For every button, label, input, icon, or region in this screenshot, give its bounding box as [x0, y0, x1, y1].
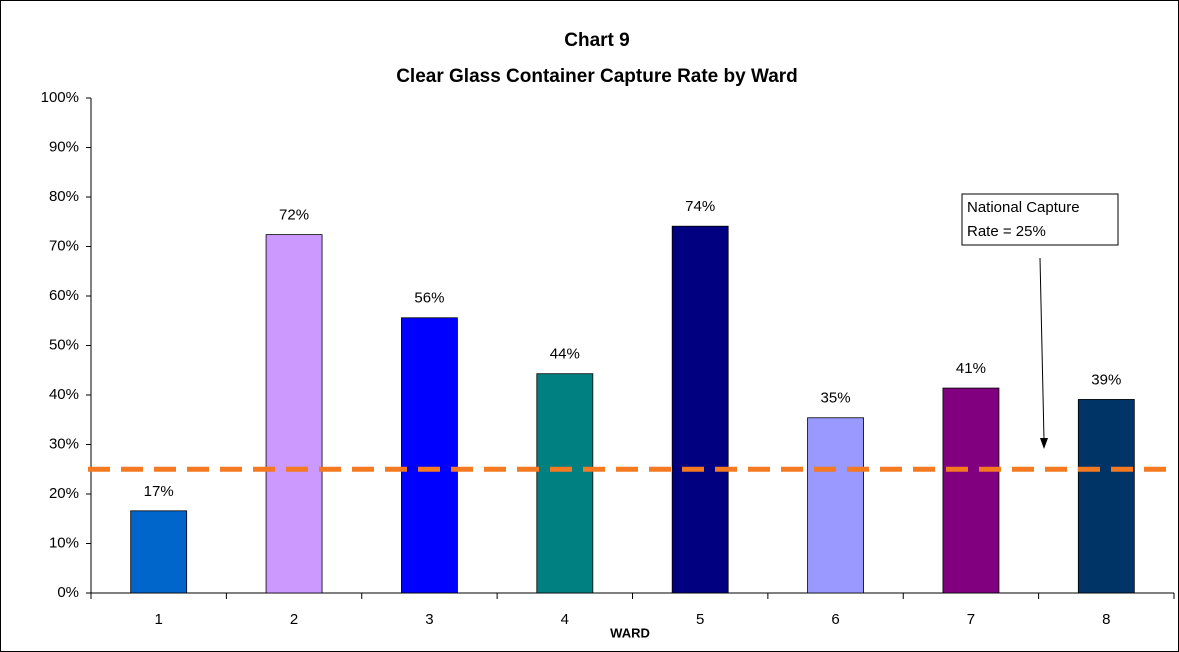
y-tick-label: 70% — [49, 237, 79, 254]
x-axis-label: WARD — [610, 625, 650, 640]
x-tick-label: 3 — [425, 611, 433, 628]
x-tick-label: 6 — [831, 611, 839, 628]
bar — [671, 225, 729, 594]
bar — [942, 387, 1000, 594]
y-tick-label: 50% — [49, 336, 79, 353]
y-tick-label: 30% — [49, 435, 79, 452]
x-tick-label: 8 — [1102, 611, 1110, 628]
bar — [536, 373, 594, 594]
data-label: 41% — [956, 360, 986, 377]
y-tick-label: 20% — [49, 485, 79, 502]
annotation-text: National Capture — [967, 199, 1080, 216]
y-tick-label: 0% — [57, 584, 79, 601]
annotation-box — [961, 193, 1119, 246]
x-tick-label: 1 — [155, 611, 163, 628]
bar — [130, 510, 188, 594]
x-tick-label: 7 — [967, 611, 975, 628]
y-tick-label: 60% — [49, 287, 79, 304]
annotation-arrow — [1039, 257, 1045, 441]
x-tick-label: 2 — [290, 611, 298, 628]
chart-subtitle: Clear Glass Container Capture Rate by Wa… — [396, 66, 798, 87]
x-tick-label: 5 — [696, 611, 704, 628]
y-tick-label: 100% — [41, 89, 79, 106]
x-tick-label: 4 — [561, 611, 569, 628]
bar — [807, 417, 864, 594]
bar — [401, 317, 458, 594]
bar — [265, 234, 323, 594]
y-tick-label: 80% — [49, 188, 79, 205]
data-label: 35% — [821, 390, 851, 407]
data-label: 74% — [685, 198, 715, 215]
data-label: 39% — [1091, 371, 1121, 388]
data-label: 72% — [279, 207, 309, 224]
data-label: 44% — [550, 346, 580, 363]
annotation-text: Rate = 25% — [967, 223, 1046, 240]
bar — [1077, 399, 1135, 594]
data-label: 17% — [144, 483, 174, 500]
y-tick-label: 10% — [49, 534, 79, 551]
annotation-arrowhead — [1040, 438, 1048, 449]
data-label: 56% — [414, 290, 444, 307]
y-tick-label: 40% — [49, 386, 79, 403]
y-tick-label: 90% — [49, 138, 79, 155]
chart-title: Chart 9 — [564, 30, 629, 51]
